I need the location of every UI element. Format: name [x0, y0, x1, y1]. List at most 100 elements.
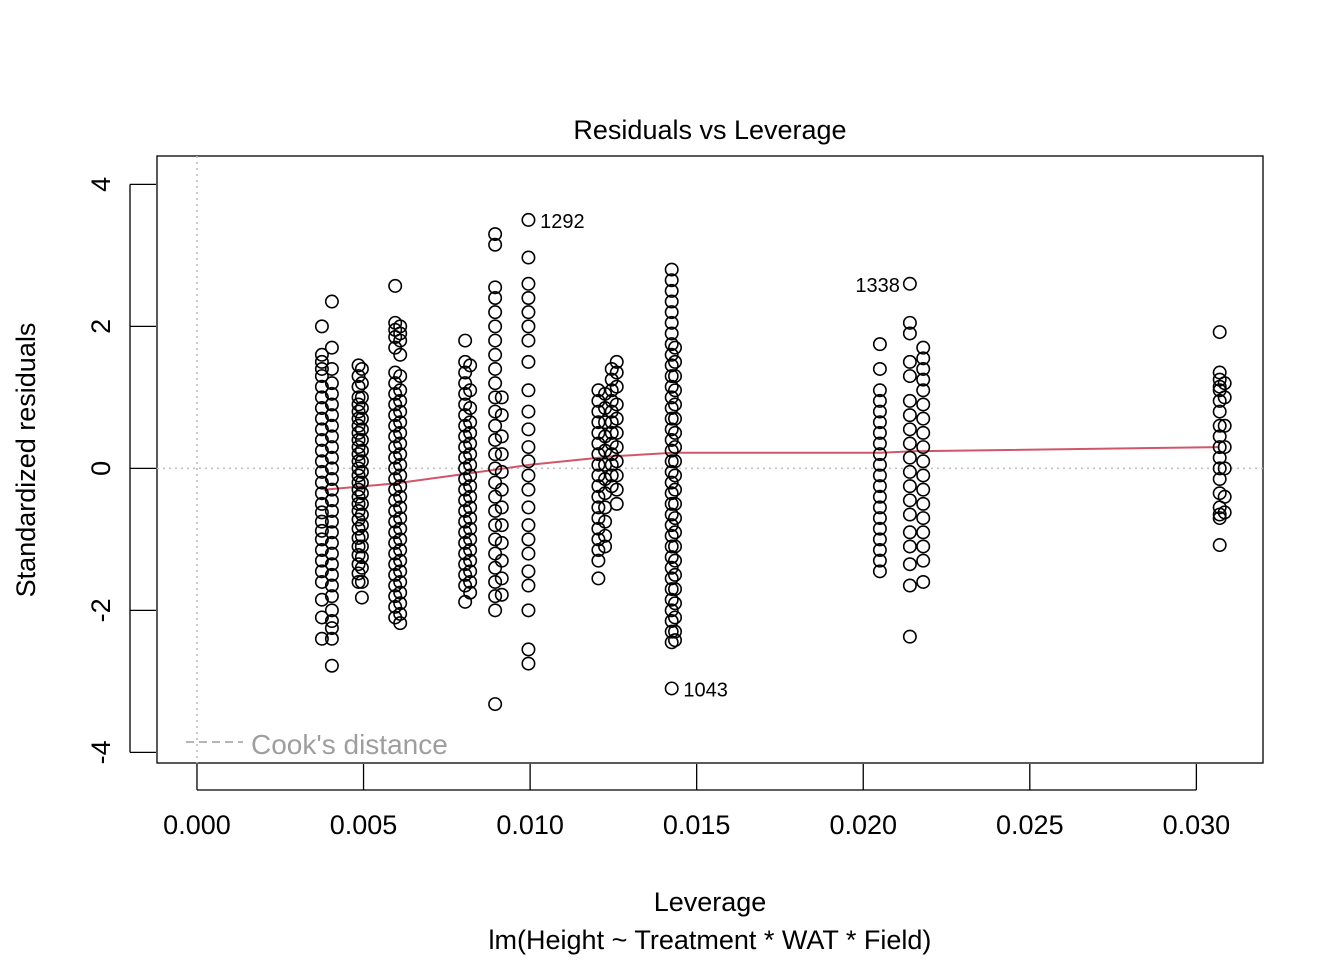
data-point [324, 450, 339, 465]
data-point [902, 464, 917, 479]
data-point [521, 250, 536, 265]
data-point [668, 482, 683, 497]
data-point [314, 523, 329, 538]
data-point [521, 422, 536, 437]
data-point [324, 408, 339, 423]
data-point [393, 415, 408, 430]
data-point [354, 518, 369, 533]
data-point [494, 447, 509, 462]
data-point [488, 390, 503, 405]
data-point [494, 500, 509, 515]
data-point [872, 393, 887, 408]
data-point [1212, 325, 1227, 340]
data-point [521, 383, 536, 398]
data-point [314, 319, 329, 334]
data-point [916, 411, 931, 426]
data-point [902, 326, 917, 341]
data-point [664, 475, 679, 490]
data-point [463, 436, 478, 451]
data-point [521, 276, 536, 291]
data-point [324, 535, 339, 550]
data-point [664, 326, 679, 341]
data-point [324, 621, 339, 636]
data-point [902, 393, 917, 408]
data-point [351, 489, 366, 504]
data-point [463, 574, 478, 589]
data-point [354, 590, 369, 605]
data-point [314, 592, 329, 607]
data-point [393, 383, 408, 398]
data-point [488, 518, 503, 533]
data-point [324, 525, 339, 540]
data-point [872, 468, 887, 483]
data-point [591, 489, 606, 504]
data-point [521, 656, 536, 671]
point-label-1292: 1292 [540, 211, 585, 233]
data-point [463, 553, 478, 568]
data-point [351, 503, 366, 518]
data-point [351, 447, 366, 462]
data-point [324, 567, 339, 582]
data-point [902, 276, 917, 291]
data-point [916, 496, 931, 511]
data-point [1212, 383, 1227, 398]
data-point [916, 340, 931, 355]
data-point [668, 525, 683, 540]
data-point [609, 468, 624, 483]
data-point [1217, 418, 1232, 433]
data-point [916, 351, 931, 366]
data-point [351, 461, 366, 476]
data-point [916, 454, 931, 469]
data-point [393, 532, 408, 547]
data-point [488, 603, 503, 618]
data-point [494, 390, 509, 405]
data-point [488, 532, 503, 547]
data-point [393, 606, 408, 621]
data-point [351, 440, 366, 455]
data-point [314, 486, 329, 501]
data-point [668, 624, 683, 639]
data-point [916, 525, 931, 540]
data-point [664, 560, 679, 575]
data-point [488, 227, 503, 242]
data-point [314, 532, 329, 547]
data-point [902, 525, 917, 540]
data-point [393, 553, 408, 568]
data-point [458, 333, 473, 348]
data-point [668, 582, 683, 597]
y-tick-label: 0 [86, 461, 116, 476]
data-point [488, 589, 503, 604]
data-point [314, 443, 329, 458]
data-point [351, 521, 366, 536]
data-point [591, 457, 606, 472]
data-point [488, 237, 503, 252]
data-point [872, 457, 887, 472]
legend-label: Cook's distance [251, 729, 448, 760]
x-tick-label: 0.025 [996, 810, 1064, 840]
data-point [393, 347, 408, 362]
data-point [494, 553, 509, 568]
data-point [388, 340, 403, 355]
data-point [668, 539, 683, 554]
data-point [488, 574, 503, 589]
data-point [916, 372, 931, 387]
data-point [393, 404, 408, 419]
data-point [916, 468, 931, 483]
data-point [916, 361, 931, 376]
data-point [354, 496, 369, 511]
data-point [604, 372, 619, 387]
data-point [351, 574, 366, 589]
data-point [664, 539, 679, 554]
data-point [324, 514, 339, 529]
data-point [463, 489, 478, 504]
data-point [393, 521, 408, 536]
y-axis-title: Standardized residuals [11, 323, 41, 598]
data-point [463, 425, 478, 440]
data-point [488, 376, 503, 391]
data-point [314, 543, 329, 558]
data-point [916, 482, 931, 497]
point-label-1338: 1338 [855, 275, 900, 297]
data-point [902, 315, 917, 330]
data-point [488, 361, 503, 376]
